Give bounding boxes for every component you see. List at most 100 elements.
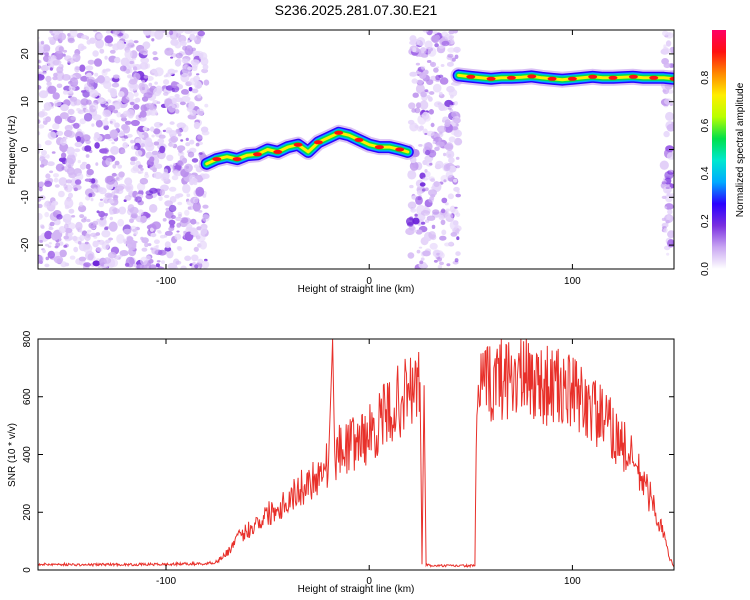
colorbar-gradient	[712, 30, 726, 269]
noise-speckle	[186, 193, 191, 197]
noise-speckle	[181, 157, 188, 164]
noise-speckle	[110, 146, 120, 155]
noise-speckle	[104, 266, 109, 269]
noise-speckle	[159, 234, 166, 239]
noise-speckle	[83, 112, 93, 122]
noise-speckle	[151, 150, 159, 156]
noise-speckle	[93, 30, 98, 33]
noise-speckle	[133, 230, 138, 235]
noise-speckle	[135, 138, 142, 144]
noise-speckle	[94, 142, 100, 149]
noise-speckle	[163, 91, 169, 96]
noise-speckle	[96, 247, 103, 252]
noise-speckle	[53, 251, 61, 258]
noise-speckle	[149, 204, 158, 213]
noise-speckle	[174, 233, 182, 240]
noise-speckle	[187, 206, 192, 210]
noise-speckle	[45, 173, 51, 179]
noise-speckle	[72, 56, 76, 59]
noise-speckle	[426, 79, 434, 85]
noise-speckle	[171, 97, 177, 105]
noise-speckle	[175, 260, 182, 265]
noise-speckle	[64, 204, 70, 210]
noise-speckle	[415, 83, 425, 94]
noise-speckle	[169, 186, 177, 192]
noise-speckle	[195, 221, 200, 225]
noise-speckle	[204, 103, 209, 108]
noise-speckle	[422, 177, 429, 181]
noise-speckle	[410, 207, 417, 213]
noise-speckle	[438, 91, 443, 96]
noise-speckle	[407, 201, 417, 210]
noise-speckle	[434, 43, 439, 48]
noise-speckle	[420, 210, 431, 216]
noise-speckle	[38, 149, 41, 154]
noise-speckle	[47, 131, 57, 140]
noise-speckle	[73, 122, 80, 129]
noise-speckle	[107, 87, 116, 93]
noise-speckle	[174, 164, 183, 171]
noise-speckle	[659, 160, 669, 170]
noise-speckle	[666, 152, 674, 160]
noise-speckle	[133, 40, 139, 44]
noise-speckle	[47, 161, 55, 167]
noise-speckle	[449, 241, 454, 246]
noise-speckle	[180, 139, 184, 142]
noise-speckle	[170, 56, 174, 59]
noise-speckle	[415, 62, 420, 66]
noise-speckle	[170, 136, 179, 143]
noise-speckle	[41, 149, 47, 156]
noise-speckle	[113, 198, 119, 202]
noise-speckle	[418, 144, 423, 147]
noise-speckle	[175, 32, 182, 38]
noise-speckle	[114, 160, 120, 166]
noise-speckle	[139, 177, 149, 185]
noise-speckle	[455, 251, 461, 256]
noise-speckle	[200, 226, 208, 235]
noise-speckle	[70, 116, 76, 121]
noise-speckle	[449, 220, 459, 231]
noise-speckle	[137, 171, 142, 174]
noise-speckle	[104, 55, 108, 60]
noise-speckle	[47, 85, 57, 95]
noise-speckle	[118, 171, 125, 178]
noise-speckle	[432, 140, 436, 145]
signal-track-1-peak	[253, 152, 262, 157]
noise-speckle	[412, 47, 417, 53]
noise-speckle	[424, 187, 429, 192]
noise-speckle	[428, 109, 434, 115]
signal-track-2-peak	[669, 76, 674, 81]
noise-speckle	[415, 195, 423, 205]
snr-ylabel: SNR (10 * v/v)	[7, 423, 18, 487]
noise-speckle	[39, 260, 43, 264]
noise-speckle	[431, 34, 440, 44]
noise-speckle	[99, 198, 103, 201]
noise-speckle	[63, 218, 67, 222]
noise-speckle	[156, 101, 161, 104]
noise-speckle	[182, 183, 191, 194]
noise-speckle	[92, 114, 102, 121]
noise-speckle	[190, 59, 200, 66]
noise-speckle	[161, 260, 165, 264]
noise-speckle	[158, 134, 166, 139]
noise-speckle	[102, 109, 112, 118]
noise-speckle	[438, 214, 444, 220]
noise-speckle	[448, 157, 455, 164]
noise-speckle	[191, 65, 198, 72]
noise-speckle	[414, 213, 418, 217]
noise-speckle	[55, 45, 65, 54]
noise-speckle	[75, 221, 83, 231]
noise-speckle	[144, 242, 149, 248]
noise-speckle	[49, 221, 55, 227]
noise-speckle	[122, 142, 129, 149]
signal-track-2-peak	[527, 74, 537, 79]
noise-speckle	[53, 255, 64, 264]
noise-speckle	[108, 221, 118, 232]
noise-speckle	[152, 51, 158, 56]
noise-speckle	[201, 214, 210, 222]
noise-speckle	[145, 190, 154, 196]
noise-speckle	[429, 91, 435, 95]
noise-speckle	[435, 160, 444, 169]
noise-speckle	[133, 104, 140, 110]
noise-speckle	[173, 170, 178, 176]
